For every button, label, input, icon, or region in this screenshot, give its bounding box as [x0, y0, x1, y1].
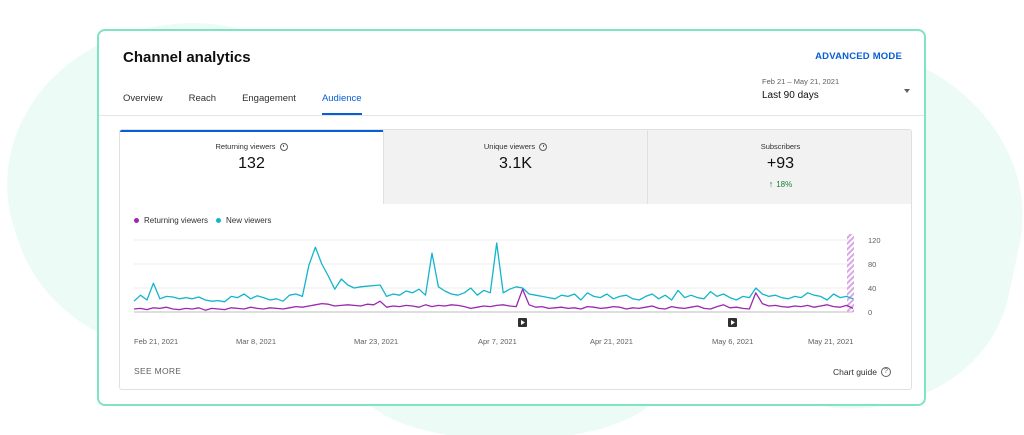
arrow-up-icon: ↑ — [768, 179, 774, 189]
clock-icon — [279, 142, 288, 151]
legend-dot — [216, 218, 222, 223]
page-title: Channel analytics — [123, 49, 251, 66]
metric-subscribers[interactable]: Subscribers +93 ↑ 18% — [647, 130, 911, 204]
tab-engagement[interactable]: Engagement — [242, 93, 296, 104]
metric-returning-viewers[interactable]: Returning viewers 132 — [120, 130, 383, 204]
x-tick-label: Feb 21, 2021 — [134, 337, 179, 346]
y-tick-label: 80 — [868, 260, 876, 269]
play-icon — [521, 320, 525, 325]
y-tick-label: 0 — [868, 308, 872, 317]
chart-legend: Returning viewers New viewers — [134, 216, 279, 225]
metric-value: 3.1K — [499, 155, 532, 172]
legend-label: Returning viewers — [144, 216, 209, 225]
x-tick-label: Mar 23, 2021 — [354, 337, 399, 346]
legend-item-returning[interactable]: Returning viewers — [134, 216, 208, 225]
delta-value: 18% — [776, 179, 793, 189]
date-range-picker[interactable]: Feb 21 – May 21, 2021 Last 90 days — [762, 77, 910, 101]
metric-delta: ↑ 18% — [648, 179, 911, 189]
legend-item-new[interactable]: New viewers — [216, 216, 271, 225]
tab-reach[interactable]: Reach — [188, 93, 217, 104]
chart-guide-link[interactable]: Chart guide ? — [833, 367, 891, 377]
play-icon — [731, 320, 735, 325]
analytics-card: Channel analytics ADVANCED MODE Overview… — [97, 29, 926, 406]
clock-icon — [539, 142, 548, 151]
x-tick-label: May 21, 2021 — [808, 337, 854, 346]
header-divider — [99, 115, 924, 116]
tab-bar: Overview Reach Engagement Audience — [123, 93, 388, 115]
metric-unique-viewers[interactable]: Unique viewers 3.1K — [383, 130, 647, 204]
chevron-down-icon — [904, 89, 910, 93]
x-tick-label: May 6, 2021 — [712, 337, 754, 346]
metric-label: Subscribers — [760, 142, 801, 151]
see-more-link[interactable]: SEE MORE — [134, 366, 182, 376]
date-range-label: Last 90 days — [762, 90, 819, 101]
x-tick-label: Apr 21, 2021 — [590, 337, 633, 346]
chart-panel: Returning viewers 132 Unique viewers 3.1… — [119, 129, 912, 390]
chart-guide-label: Chart guide — [833, 367, 877, 377]
legend-dot — [134, 218, 139, 223]
metric-label: Returning viewers — [215, 142, 276, 151]
metric-value: +93 — [766, 155, 795, 172]
date-range-dates: Feb 21 – May 21, 2021 — [762, 77, 840, 86]
y-tick-label: 40 — [868, 284, 876, 293]
tab-audience[interactable]: Audience — [321, 93, 362, 115]
y-tick-label: 120 — [868, 236, 881, 245]
x-tick-label: Mar 8, 2021 — [236, 337, 277, 346]
line-chart: 0 40 80 120 — [133, 234, 881, 327]
series-line-new-viewers[interactable] — [133, 242, 854, 303]
help-icon: ? — [881, 367, 891, 377]
metric-label: Unique viewers — [483, 142, 536, 151]
advanced-mode-link[interactable]: ADVANCED MODE — [815, 51, 902, 62]
series-line-returning-viewers[interactable] — [133, 288, 854, 311]
metric-value: 132 — [238, 155, 265, 172]
x-tick-label: Apr 7, 2021 — [478, 337, 517, 346]
legend-label: New viewers — [226, 216, 272, 225]
partial-data-region — [847, 234, 854, 312]
tab-overview[interactable]: Overview — [123, 93, 163, 104]
